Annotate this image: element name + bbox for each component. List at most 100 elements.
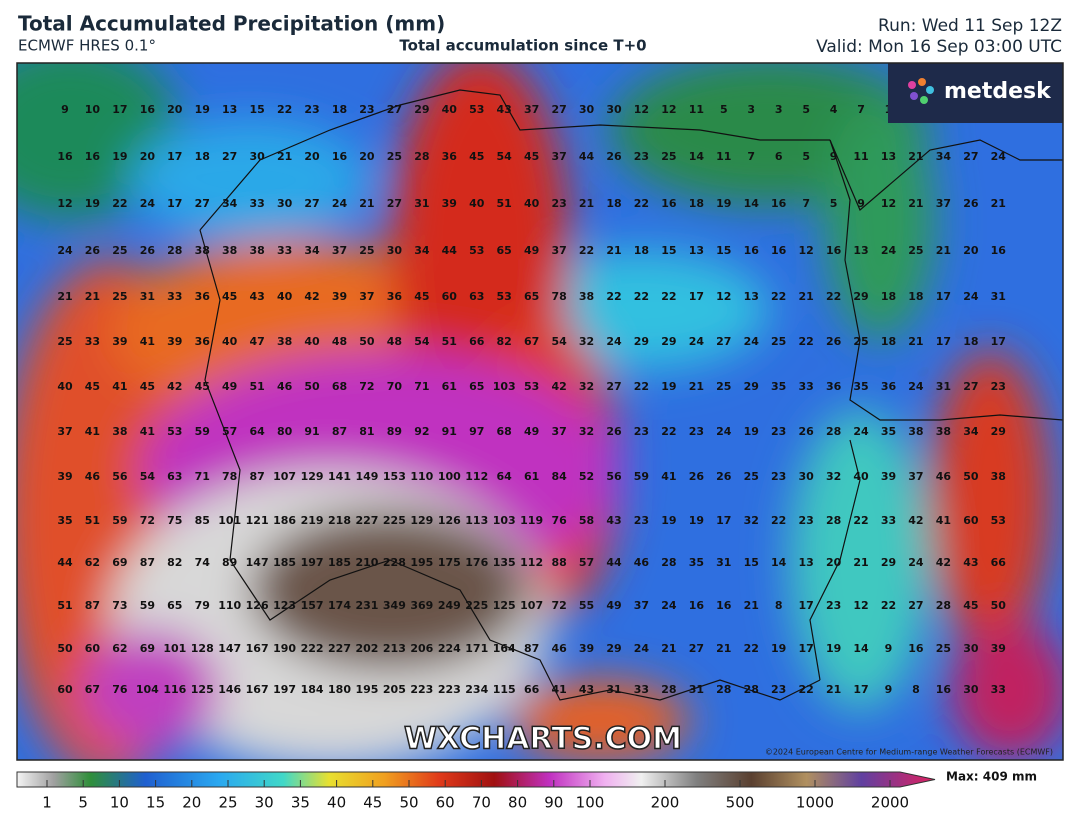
- grid-value: 85: [195, 514, 210, 527]
- grid-value: 24: [140, 197, 156, 210]
- grid-value: 78: [222, 470, 237, 483]
- grid-value: 39: [991, 642, 1006, 655]
- grid-value: 51: [442, 335, 457, 348]
- grid-value: 50: [359, 335, 375, 348]
- grid-value: 17: [716, 514, 731, 527]
- grid-value: 23: [991, 380, 1006, 393]
- grid-value: 231: [355, 599, 378, 612]
- grid-value: 42: [167, 380, 182, 393]
- grid-value: 33: [277, 244, 292, 257]
- grid-value: 23: [359, 103, 374, 116]
- grid-value: 9: [61, 103, 69, 116]
- grid-value: 41: [936, 514, 951, 527]
- grid-value: 147: [218, 642, 241, 655]
- grid-value: 121: [246, 514, 269, 527]
- grid-value: 116: [163, 683, 186, 696]
- grid-value: 39: [332, 290, 347, 303]
- grid-value: 225: [465, 599, 488, 612]
- grid-value: 22: [277, 103, 292, 116]
- grid-value: 35: [853, 380, 868, 393]
- grid-value: 37: [936, 197, 951, 210]
- grid-value: 46: [551, 642, 567, 655]
- grid-value: 68: [332, 380, 347, 393]
- grid-value: 28: [936, 599, 951, 612]
- grid-value: 61: [442, 380, 457, 393]
- grid-value: 5: [802, 103, 810, 116]
- model: ECMWF HRES 0.1°: [18, 37, 156, 55]
- grid-value: 75: [167, 514, 182, 527]
- grid-value: 38: [112, 425, 127, 438]
- grid-value: 29: [744, 380, 759, 393]
- grid-value: 81: [359, 425, 374, 438]
- subtitle: Total accumulation since T+0: [399, 37, 646, 55]
- grid-value: 234: [465, 683, 488, 696]
- grid-value: 17: [112, 103, 127, 116]
- grid-value: 223: [410, 683, 433, 696]
- grid-value: 9: [885, 642, 893, 655]
- grid-value: 219: [301, 514, 324, 527]
- grid-value: 63: [469, 290, 484, 303]
- grid-value: 17: [167, 197, 182, 210]
- grid-value: 53: [991, 514, 1006, 527]
- grid-value: 25: [112, 290, 127, 303]
- grid-value: 19: [689, 514, 704, 527]
- grid-value: 66: [991, 556, 1007, 569]
- grid-value: 50: [57, 642, 73, 655]
- grid-value: 26: [140, 244, 156, 257]
- colorbar-max: Max: 409 mm: [946, 770, 1037, 784]
- grid-value: 202: [355, 642, 378, 655]
- colorbar-label: 40: [327, 794, 346, 812]
- grid-value: 13: [853, 244, 868, 257]
- grid-value: 43: [497, 103, 512, 116]
- grid-value: 129: [410, 514, 433, 527]
- colorbar-label: 15: [146, 794, 165, 812]
- colorbar-label: 2000: [871, 794, 909, 812]
- grid-value: 16: [744, 244, 760, 257]
- grid-value: 37: [551, 244, 566, 257]
- grid-value: 23: [634, 425, 649, 438]
- colorbar-label: 50: [399, 794, 418, 812]
- colorbar-label: 90: [544, 794, 563, 812]
- grid-value: 22: [634, 197, 649, 210]
- grid-value: 40: [222, 335, 238, 348]
- grid-value: 65: [497, 244, 512, 257]
- grid-value: 20: [167, 103, 183, 116]
- grid-value: 39: [167, 335, 182, 348]
- grid-value: 126: [438, 514, 461, 527]
- grid-value: 49: [222, 380, 237, 393]
- grid-value: 14: [853, 642, 869, 655]
- grid-value: 24: [716, 425, 732, 438]
- grid-value: 205: [383, 683, 406, 696]
- grid-value: 18: [634, 244, 649, 257]
- grid-value: 171: [465, 642, 488, 655]
- colorbar: [16, 771, 936, 788]
- grid-value: 91: [442, 425, 457, 438]
- run-time: Run: Wed 11 Sep 12Z: [878, 16, 1062, 36]
- grid-value: 27: [195, 197, 210, 210]
- grid-value: 22: [771, 290, 786, 303]
- grid-value: 24: [606, 335, 622, 348]
- grid-value: 13: [881, 150, 896, 163]
- grid-value: 54: [551, 335, 567, 348]
- grid-value: 71: [414, 380, 429, 393]
- grid-value: 80: [277, 425, 293, 438]
- grid-value: 12: [634, 103, 649, 116]
- grid-value: 56: [112, 470, 128, 483]
- grid-value: 50: [963, 470, 979, 483]
- grid-value: 25: [716, 380, 731, 393]
- grid-value: 113: [465, 514, 488, 527]
- grid-value: 186: [273, 514, 296, 527]
- grid-value: 46: [634, 556, 650, 569]
- grid-value: 176: [465, 556, 488, 569]
- grid-value: 14: [771, 556, 787, 569]
- grid-value: 25: [387, 150, 402, 163]
- grid-value: 26: [85, 244, 101, 257]
- grid-value: 35: [881, 425, 896, 438]
- grid-value: 72: [551, 599, 566, 612]
- grid-value: 21: [744, 599, 759, 612]
- grid-value: 16: [85, 150, 101, 163]
- grid-value: 72: [140, 514, 155, 527]
- grid-value: 112: [520, 556, 543, 569]
- grid-value: 44: [579, 150, 595, 163]
- grid-value: 35: [57, 514, 72, 527]
